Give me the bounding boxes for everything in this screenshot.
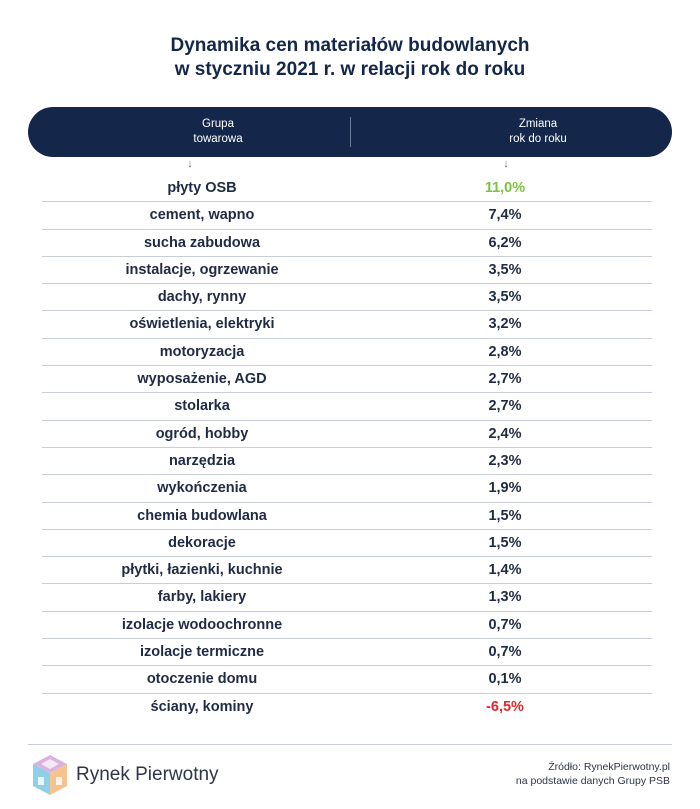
- row-category-label: farby, lakiery: [157, 589, 247, 606]
- table-row: ogród, hobby 2,4%: [42, 421, 652, 448]
- table-row: płytki, łazienki, kuchnie 1,4%: [42, 557, 652, 585]
- row-category-label: chemia budowlana: [137, 507, 267, 524]
- row-change-value: 1,4%: [488, 562, 522, 579]
- row-change-value: 0,7%: [488, 644, 522, 661]
- header-change-line-1: Zmiana: [518, 118, 558, 130]
- row-category-label: sucha zabudowa: [143, 234, 261, 251]
- row-category-label: dachy, rynny: [157, 289, 247, 306]
- row-category-label: stolarka: [174, 398, 230, 415]
- source-line-1: Źródło: RynekPierwotny.pl: [548, 761, 670, 773]
- source-line-2: na podstawie danych Grupy PSB: [515, 775, 670, 787]
- row-change-value: 2,7%: [488, 398, 522, 415]
- table-header: Grupa towarowa Zmiana rok do roku: [28, 107, 672, 157]
- row-change-value: 1,3%: [488, 589, 522, 606]
- table-row: motoryzacja 2,8%: [42, 339, 652, 367]
- row-change-value: 0,7%: [488, 616, 522, 633]
- title-line-1: Dynamika cen materiałów budowlanych: [170, 35, 530, 56]
- table-row: wyposażenie, AGD 2,7%: [42, 366, 652, 394]
- row-category-label: motoryzacja: [159, 343, 245, 360]
- row-change-value: 6,2%: [488, 234, 522, 251]
- row-category-label: wyposażenie, AGD: [137, 371, 267, 388]
- header-change-column: Zmiana rok do roku: [418, 117, 658, 147]
- table-row: narzędzia 2,3%: [42, 448, 652, 476]
- header-divider: [350, 117, 351, 147]
- table-row: oświetlenia, elektryki 3,2%: [42, 311, 652, 339]
- row-change-value: 2,7%: [488, 371, 522, 388]
- table-row: instalacje, ogrzewanie 3,5%: [42, 257, 652, 285]
- row-category-label: cement, wapno: [149, 207, 255, 224]
- table-row: otoczenie domu 0,1%: [42, 666, 652, 694]
- row-change-value: 1,5%: [488, 507, 522, 524]
- brand-name: Rynek Pierwotny: [76, 764, 219, 785]
- row-category-label: ściany, kominy: [150, 698, 254, 715]
- table-row: dekoracje 1,5%: [42, 530, 652, 558]
- down-arrow-icon: ↓: [187, 158, 193, 170]
- table-row: wykończenia 1,9%: [42, 475, 652, 503]
- row-change-value: 2,8%: [488, 343, 522, 360]
- row-change-value: 2,3%: [488, 452, 522, 469]
- row-change-value: 2,4%: [488, 425, 522, 442]
- row-change-value: 0,1%: [488, 671, 522, 688]
- table-row: cement, wapno 7,4%: [42, 202, 652, 230]
- row-category-label: izolacje termiczne: [139, 644, 265, 661]
- table-row: płyty OSB 11,0%: [42, 175, 652, 203]
- row-category-label: dekoracje: [168, 534, 236, 551]
- footer-divider: [28, 744, 672, 745]
- row-category-label: instalacje, ogrzewanie: [125, 261, 279, 278]
- row-category-label: ogród, hobby: [155, 425, 249, 442]
- table-body: płyty OSB 11,0% cement, wapno 7,4% sucha zab…: [42, 175, 652, 721]
- row-change-value: 3,2%: [488, 316, 522, 333]
- source-note: Źródło: RynekPierwotny.pl na podstawie d…: [516, 760, 670, 788]
- row-change-value: 3,5%: [488, 289, 522, 306]
- row-category-label: oświetlenia, elektryki: [129, 316, 275, 333]
- table-row: sucha zabudowa 6,2%: [42, 230, 652, 257]
- down-arrow-icon: ↓: [503, 158, 509, 170]
- table-row: stolarka 2,7%: [42, 393, 652, 421]
- row-category-label: narzędzia: [168, 452, 236, 469]
- row-category-label: płyty OSB: [167, 180, 237, 196]
- row-category-label: otoczenie domu: [146, 671, 258, 688]
- row-category-label: wykończenia: [157, 480, 247, 497]
- row-category-label: płytki, łazienki, kuchnie: [121, 562, 283, 579]
- cube-house-logo-icon: [30, 753, 70, 797]
- table-row: izolacje wodoochronne 0,7%: [42, 612, 652, 640]
- row-change-value: 11,0%: [484, 180, 526, 196]
- table-row: farby, lakiery 1,3%: [42, 584, 652, 612]
- header-group-line-1: Grupa: [202, 118, 234, 130]
- header-change-line-2: rok do roku: [509, 133, 567, 145]
- table-row: izolacje termiczne 0,7%: [42, 639, 652, 667]
- header-group-column: Grupa towarowa: [98, 117, 338, 147]
- table-row: ściany, kominy -6,5%: [42, 694, 652, 721]
- header-group-line-2: towarowa: [193, 133, 243, 145]
- row-change-value: -6,5%: [486, 698, 524, 715]
- row-change-value: 1,5%: [488, 534, 522, 551]
- row-category-label: izolacje wodoochronne: [121, 616, 283, 633]
- table-row: chemia budowlana 1,5%: [42, 503, 652, 530]
- chart-title: Dynamika cen materiałów budowlanych w st…: [0, 34, 700, 82]
- row-change-value: 3,5%: [488, 261, 522, 278]
- row-change-value: 7,4%: [488, 207, 522, 224]
- title-line-2: w styczniu 2021 r. w relacji rok do roku: [174, 59, 526, 80]
- table-row: dachy, rynny 3,5%: [42, 284, 652, 312]
- row-change-value: 1,9%: [488, 480, 522, 497]
